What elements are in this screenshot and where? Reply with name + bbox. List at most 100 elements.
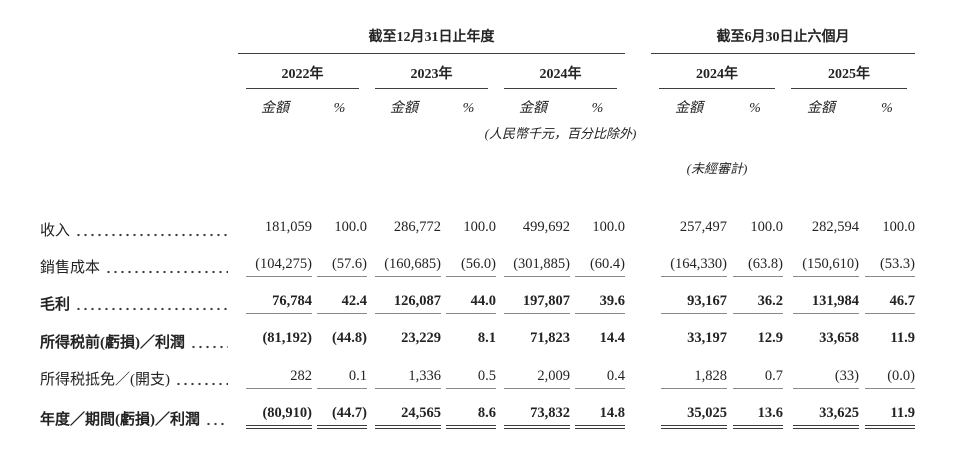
cell-value: 36.2 xyxy=(733,292,783,315)
cell-value: (0.0) xyxy=(865,367,915,389)
percent-header: % xyxy=(749,101,761,116)
cell-value: 93,167 xyxy=(661,292,727,315)
amount-header: 金額 xyxy=(807,101,835,116)
cell-value: (44.7) xyxy=(317,404,367,429)
cell-value: 71,823 xyxy=(530,330,570,347)
year-header-2025-interim: 2025年 xyxy=(791,54,907,89)
row-label: 銷售成本 xyxy=(40,260,101,277)
cell-value: 100.0 xyxy=(334,219,367,235)
cell-value: 46.7 xyxy=(865,292,915,315)
year-header-2024: 2024年 xyxy=(504,54,617,89)
cell-value: 1,336 xyxy=(375,367,441,389)
cell-value: 197,807 xyxy=(504,292,570,315)
cell-value: 35,025 xyxy=(661,404,727,429)
unaudited-note-row: (未經審計) xyxy=(40,142,915,177)
cell-value: 39.6 xyxy=(575,292,625,315)
dot-leader xyxy=(190,344,228,349)
cell-value: (60.4) xyxy=(575,255,625,278)
income-statement-table: 截至12月31日止年度 截至6月30日止六個月 2022年 2023年 2024… xyxy=(40,20,915,429)
amount-header: 金額 xyxy=(390,101,418,116)
percent-header: % xyxy=(881,101,893,116)
row-label: 所得税前(虧損)／利潤 xyxy=(40,334,185,351)
cell-value: 100.0 xyxy=(592,219,625,235)
cell-value: 42.4 xyxy=(317,292,367,315)
table-row-profit-for-period: 年度／期間(虧損)／利潤 (80,910) (44.7) 24,565 8.6 … xyxy=(40,389,915,429)
prospectus-page: 截至12月31日止年度 截至6月30日止六個月 2022年 2023年 2024… xyxy=(0,20,966,471)
cell-value: 44.0 xyxy=(446,292,496,315)
cell-value: 100.0 xyxy=(882,219,915,235)
cell-value: 286,772 xyxy=(393,219,441,235)
period-group-header-row: 截至12月31日止年度 截至6月30日止六個月 xyxy=(40,20,915,54)
cell-value: 0.4 xyxy=(575,367,625,389)
row-label: 收入 xyxy=(40,223,71,240)
cell-value: 282 xyxy=(246,367,312,389)
percent-header: % xyxy=(591,101,604,116)
cell-value: 131,984 xyxy=(793,292,859,315)
table-row-revenue: 收入 181,059 100.0 286,772 100.0 499,692 1… xyxy=(40,203,915,240)
cell-value: (160,685) xyxy=(375,255,441,278)
cell-value: (63.8) xyxy=(733,255,783,278)
table-row-income-tax: 所得税抵免／(開支) 282 0.1 1,336 0.5 2,009 0.4 1… xyxy=(40,352,915,389)
cell-value: 76,784 xyxy=(246,292,312,315)
table-row-profit-before-tax: 所得税前(虧損)／利潤 (81,192) (44.8) 23,229 8.1 7… xyxy=(40,314,915,351)
cell-value: 100.0 xyxy=(463,219,496,235)
cell-value: (56.0) xyxy=(446,255,496,278)
cell-value: 499,692 xyxy=(522,219,570,235)
cell-value: 282,594 xyxy=(811,219,859,235)
cell-value: 23,229 xyxy=(401,330,441,347)
cell-value: (44.8) xyxy=(331,330,367,347)
cell-value: 100.0 xyxy=(750,219,783,235)
cell-value: 0.1 xyxy=(317,367,367,389)
cell-value: (53.3) xyxy=(865,255,915,278)
cell-value: (57.6) xyxy=(317,255,367,278)
table-row-gross-profit: 毛利 76,784 42.4 126,087 44.0 197,807 39.6… xyxy=(40,277,915,315)
row-label: 毛利 xyxy=(40,297,71,314)
percent-header: % xyxy=(462,101,475,116)
year-header-2022: 2022年 xyxy=(246,54,359,89)
cell-value: 0.7 xyxy=(733,367,783,389)
dot-leader xyxy=(205,421,228,426)
cell-value: 13.6 xyxy=(733,404,783,429)
year-header-row: 2022年 2023年 2024年 2024年 2025年 xyxy=(40,54,915,89)
amount-header: 金額 xyxy=(261,101,289,116)
cell-value: 0.5 xyxy=(446,367,496,389)
cell-value: 1,828 xyxy=(661,367,727,389)
cell-value: 11.9 xyxy=(890,330,915,347)
dot-leader xyxy=(75,233,228,238)
cell-value: 8.1 xyxy=(477,330,496,347)
unaudited-note: (未經審計) xyxy=(686,161,748,176)
cell-value: 12.9 xyxy=(757,330,783,347)
cell-value: 14.4 xyxy=(599,330,625,347)
group-title-interim: 截至6月30日止六個月 xyxy=(651,20,915,54)
cell-value: (164,330) xyxy=(661,255,727,278)
cell-value: 73,832 xyxy=(504,404,570,429)
year-header-2023: 2023年 xyxy=(375,54,488,89)
cell-value: 33,625 xyxy=(793,404,859,429)
dot-leader xyxy=(105,270,228,275)
cell-value: (80,910) xyxy=(246,404,312,429)
year-header-2024-interim: 2024年 xyxy=(659,54,775,89)
cell-value: 24,565 xyxy=(375,404,441,429)
cell-value: 2,009 xyxy=(504,367,570,389)
cell-value: 8.6 xyxy=(446,404,496,429)
dot-leader xyxy=(175,381,228,386)
percent-header: % xyxy=(333,101,346,116)
cell-value: 11.9 xyxy=(865,404,915,429)
dot-leader xyxy=(75,307,228,312)
cell-value: 33,658 xyxy=(819,330,859,347)
currency-note: (人民幣千元，百分比除外) xyxy=(484,126,637,141)
amount-header: 金額 xyxy=(675,101,703,116)
group-title-annual: 截至12月31日止年度 xyxy=(238,20,625,54)
cell-value: 33,197 xyxy=(687,330,727,347)
cell-value: (81,192) xyxy=(262,330,312,347)
cell-value: (301,885) xyxy=(504,255,570,278)
cell-value: (150,610) xyxy=(793,255,859,278)
table-row-cost-of-sales: 銷售成本 (104,275) (57.6) (160,685) (56.0) (… xyxy=(40,240,915,278)
cell-value: (33) xyxy=(793,367,859,389)
cell-value: 126,087 xyxy=(375,292,441,315)
currency-note-row: (人民幣千元，百分比除外) xyxy=(40,117,915,142)
amount-header: 金額 xyxy=(519,101,547,116)
row-label: 所得税抵免／(開支) xyxy=(40,371,170,388)
cell-value: (104,275) xyxy=(246,255,312,278)
subheader-row: 金額 % 金額 % 金額 % 金額 % 金額 % xyxy=(40,89,915,117)
